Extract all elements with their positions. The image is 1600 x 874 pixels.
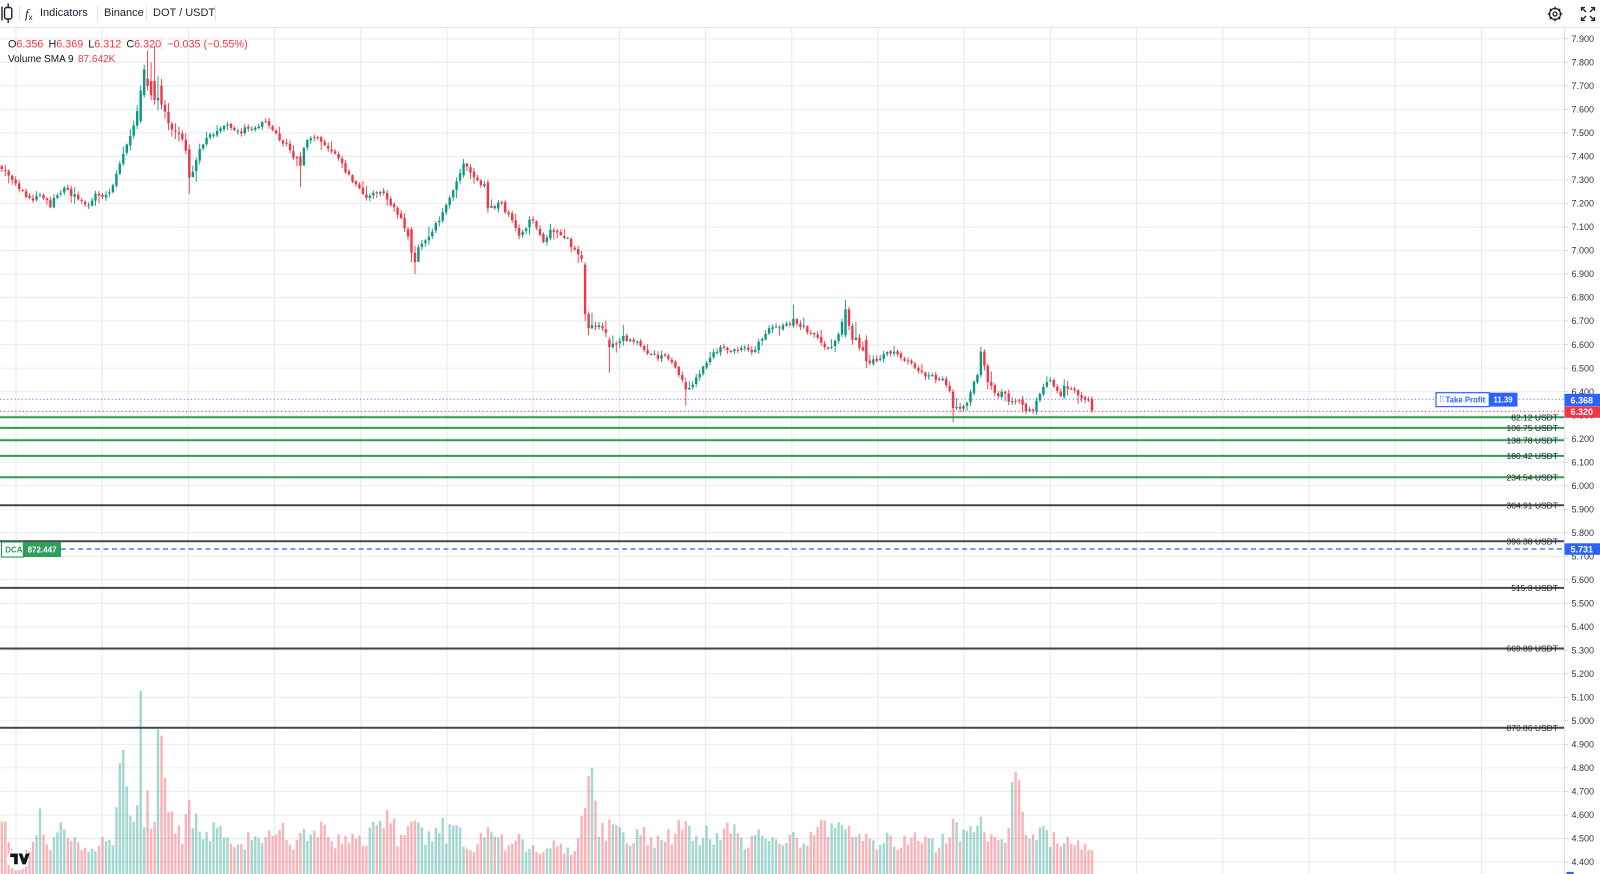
svg-text:Volume SMA 9: Volume SMA 9 (8, 54, 74, 65)
svg-text:106.75 USDT: 106.75 USDT (1507, 423, 1559, 433)
svg-text:304.91 USDT: 304.91 USDT (1507, 500, 1559, 510)
svg-text:DCA: DCA (5, 545, 23, 554)
svg-text:5.500: 5.500 (1572, 599, 1595, 609)
svg-text:669.89 USDT: 669.89 USDT (1507, 644, 1559, 654)
svg-text:138.78 USDT: 138.78 USDT (1507, 436, 1559, 446)
svg-text:Take Profit: Take Profit (1446, 395, 1486, 404)
svg-text:6.100: 6.100 (1572, 457, 1595, 467)
svg-text:4.900: 4.900 (1572, 740, 1595, 750)
svg-text:180.42 USDT: 180.42 USDT (1507, 451, 1559, 461)
svg-text:7.300: 7.300 (1572, 175, 1595, 185)
svg-text:7.700: 7.700 (1572, 81, 1595, 91)
svg-text:234.54 USDT: 234.54 USDT (1507, 473, 1559, 483)
svg-text:6.700: 6.700 (1572, 316, 1595, 326)
svg-text:4.500: 4.500 (1572, 834, 1595, 844)
svg-text:5.700: 5.700 (1572, 551, 1595, 561)
svg-text:5.800: 5.800 (1572, 528, 1595, 538)
svg-text:396.38 USDT: 396.38 USDT (1507, 536, 1559, 546)
svg-text:87.642K: 87.642K (78, 54, 116, 65)
svg-text:5.600: 5.600 (1572, 575, 1595, 585)
svg-text:11.39: 11.39 (1494, 395, 1514, 404)
svg-text:4.400: 4.400 (1572, 857, 1595, 867)
svg-text:515.3 USDT: 515.3 USDT (1511, 583, 1558, 593)
svg-text:7.800: 7.800 (1572, 58, 1595, 68)
svg-text:6.800: 6.800 (1572, 293, 1595, 303)
svg-text:7.500: 7.500 (1572, 128, 1595, 138)
svg-text:872.447: 872.447 (28, 545, 57, 554)
svg-text:7.200: 7.200 (1572, 199, 1595, 209)
svg-text:7.100: 7.100 (1572, 222, 1595, 232)
svg-text:4.700: 4.700 (1572, 787, 1595, 797)
svg-text:6.200: 6.200 (1572, 434, 1595, 444)
svg-text:6.600: 6.600 (1572, 340, 1595, 350)
svg-text:82.12 USDT: 82.12 USDT (1511, 412, 1558, 422)
svg-text:5.400: 5.400 (1572, 622, 1595, 632)
svg-text:7.400: 7.400 (1572, 152, 1595, 162)
svg-text:6.400: 6.400 (1572, 387, 1595, 397)
svg-text:5.000: 5.000 (1572, 716, 1595, 726)
svg-text:5.200: 5.200 (1572, 669, 1595, 679)
svg-text:6.368: 6.368 (1571, 395, 1594, 405)
svg-text:6.500: 6.500 (1572, 363, 1595, 373)
svg-text:7.900: 7.900 (1572, 34, 1595, 44)
svg-text:6.900: 6.900 (1572, 269, 1595, 279)
svg-text:6.320: 6.320 (1571, 407, 1594, 417)
svg-text:5.100: 5.100 (1572, 693, 1595, 703)
svg-text:4.600: 4.600 (1572, 810, 1595, 820)
svg-text:7.000: 7.000 (1572, 246, 1595, 256)
svg-text:5.300: 5.300 (1572, 646, 1595, 656)
svg-text:870.86 USDT: 870.86 USDT (1507, 723, 1559, 733)
svg-text:4.800: 4.800 (1572, 763, 1595, 773)
svg-text:5.900: 5.900 (1572, 504, 1595, 514)
svg-text:7.600: 7.600 (1572, 105, 1595, 115)
svg-text:5.731: 5.731 (1571, 544, 1594, 554)
svg-text:6.000: 6.000 (1572, 481, 1595, 491)
